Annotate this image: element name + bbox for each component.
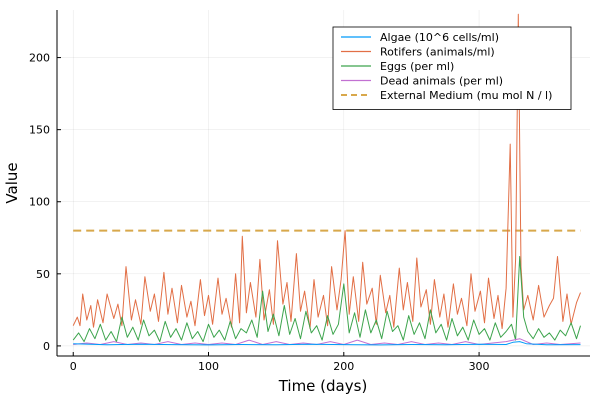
x-tick-label: 100 <box>198 360 219 373</box>
y-axis-title: Value <box>3 162 21 203</box>
legend-label: Eggs (per ml) <box>380 60 454 73</box>
legend-label: External Medium (mu mol N / l) <box>380 89 552 102</box>
y-tick-label: 50 <box>36 268 50 281</box>
legend-label: Rotifers (animals/ml) <box>380 46 495 59</box>
legend-label: Algae (10^6 cells/ml) <box>380 31 499 44</box>
y-tick-label: 0 <box>43 340 50 353</box>
legend-box <box>332 26 572 110</box>
y-tick-label: 100 <box>29 196 50 209</box>
x-tick-label: 200 <box>333 360 354 373</box>
x-axis-title: Time (days) <box>278 377 368 395</box>
legend-label: Dead animals (per ml) <box>380 75 503 88</box>
y-tick-label: 150 <box>29 124 50 137</box>
series-line-2 <box>72 256 581 343</box>
legend: Algae (10^6 cells/ml) Rotifers (animals/m… <box>332 26 572 110</box>
series-line-0 <box>73 341 581 346</box>
axes <box>56 10 590 357</box>
ticks: 0 100 200 300 0 50 100 150 200 <box>29 52 490 373</box>
series-layer <box>72 13 581 346</box>
y-tick-label: 200 <box>29 52 50 65</box>
x-tick-label: 0 <box>70 360 77 373</box>
x-tick-label: 300 <box>469 360 490 373</box>
series-line-1 <box>72 13 581 330</box>
